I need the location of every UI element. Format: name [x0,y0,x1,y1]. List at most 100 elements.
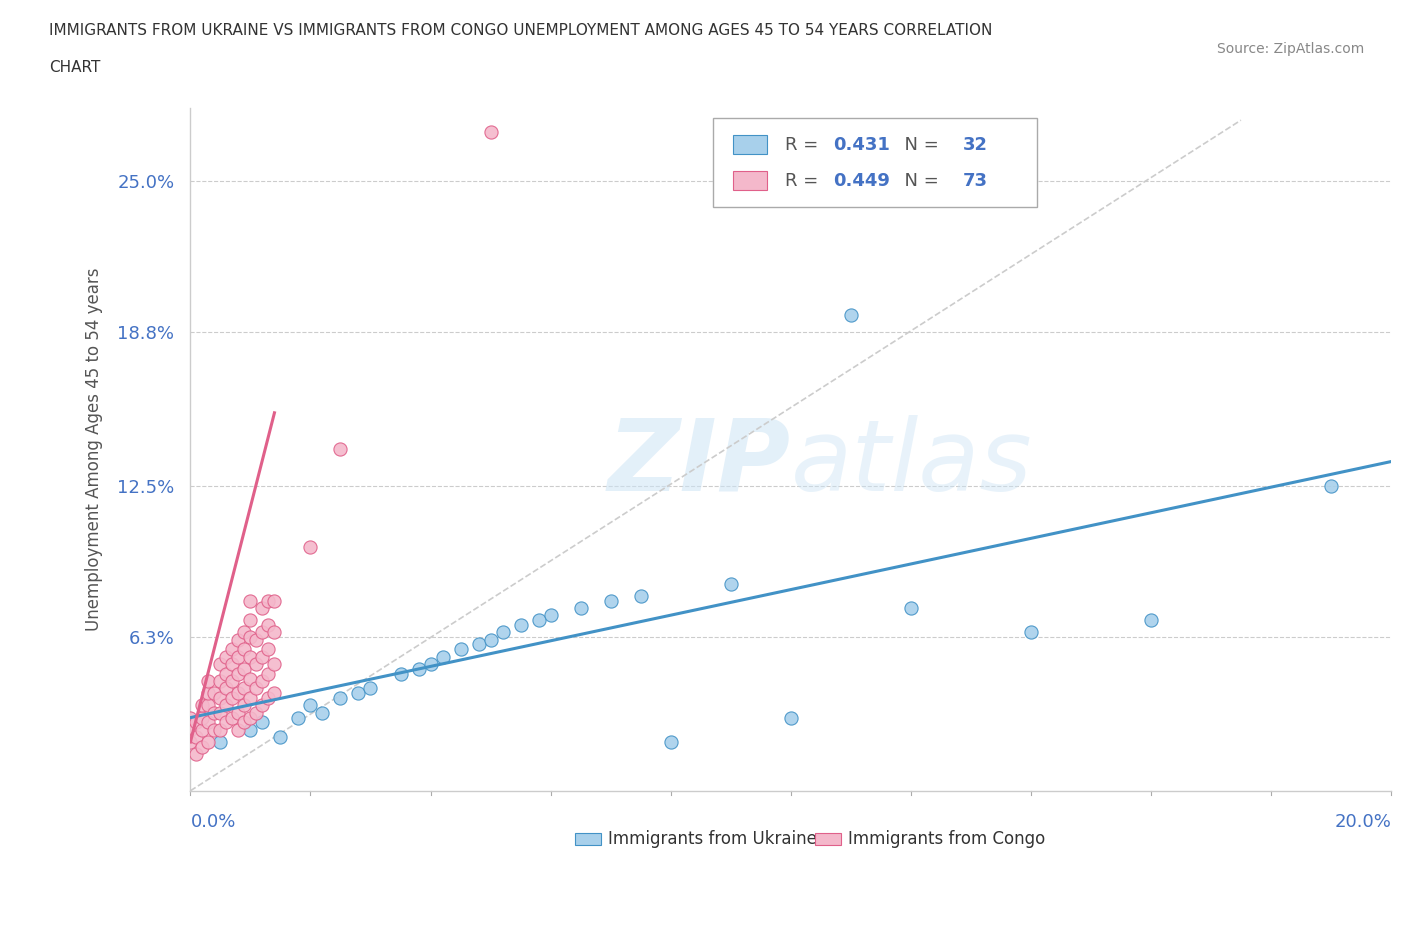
Point [252,601,274,616]
Point [204,705,226,720]
Point [239,649,262,664]
Point [329,691,352,706]
Point [197,698,219,713]
Point [252,698,274,713]
Point [329,442,352,457]
Text: N =: N = [893,136,945,153]
Point [239,613,262,628]
Point [233,642,256,657]
Text: R =: R = [785,172,824,190]
Text: 0.449: 0.449 [832,172,890,190]
Text: Source: ZipAtlas.com: Source: ZipAtlas.com [1216,42,1364,56]
Point [839,308,862,323]
Point [209,705,232,720]
Point [239,711,262,725]
Point [1320,479,1343,494]
Point [245,632,267,647]
Point [186,730,208,745]
Point [245,705,267,720]
Point [263,685,285,700]
Text: CHART: CHART [49,60,101,75]
Point [221,657,243,671]
Point [204,685,226,700]
Text: 0.0%: 0.0% [190,813,236,830]
Point [228,705,250,720]
FancyBboxPatch shape [575,833,600,845]
Point [257,593,280,608]
Point [599,593,621,608]
FancyBboxPatch shape [733,171,766,191]
Point [245,657,267,671]
Point [720,576,742,591]
Point [215,666,238,681]
Point [228,723,250,737]
FancyBboxPatch shape [733,135,766,154]
Point [233,715,256,730]
Point [228,685,250,700]
Point [228,632,250,647]
Point [209,735,232,750]
Text: 0.431: 0.431 [832,136,890,153]
Point [540,608,562,623]
Point [179,723,201,737]
Point [209,723,232,737]
Point [311,705,333,720]
Text: Immigrants from Ukraine: Immigrants from Ukraine [609,830,817,847]
Text: atlas: atlas [790,415,1032,512]
Point [233,625,256,640]
Point [191,723,214,737]
Point [179,735,201,750]
Point [197,715,219,730]
Point [389,666,412,681]
Point [263,657,285,671]
Point [630,589,652,604]
Text: ZIP: ZIP [607,415,790,512]
Point [215,681,238,696]
Point [204,723,226,737]
Point [209,673,232,688]
Point [233,661,256,676]
Point [239,630,262,644]
Point [197,735,219,750]
Point [221,691,243,706]
Point [191,711,214,725]
Point [215,715,238,730]
Point [257,618,280,632]
Text: R =: R = [785,136,824,153]
Point [287,711,309,725]
Point [239,723,262,737]
Point [432,649,454,664]
Point [221,642,243,657]
FancyBboxPatch shape [814,833,841,845]
Point [263,625,285,640]
Text: 32: 32 [962,136,987,153]
Text: IMMIGRANTS FROM UKRAINE VS IMMIGRANTS FROM CONGO UNEMPLOYMENT AMONG AGES 45 TO 5: IMMIGRANTS FROM UKRAINE VS IMMIGRANTS FR… [49,23,993,38]
Point [779,711,801,725]
Text: 20.0%: 20.0% [1334,813,1391,830]
Point [527,613,550,628]
Point [215,698,238,713]
Point [299,539,322,554]
FancyBboxPatch shape [713,118,1036,207]
Point [209,657,232,671]
Point [186,715,208,730]
Point [239,593,262,608]
Point [191,739,214,754]
Point [659,735,682,750]
Text: 73: 73 [962,172,987,190]
Text: Immigrants from Congo: Immigrants from Congo [848,830,1046,847]
Point [408,661,430,676]
Point [197,685,219,700]
Point [239,691,262,706]
Point [186,747,208,762]
Point [479,632,502,647]
Point [299,698,322,713]
Y-axis label: Unemployment Among Ages 45 to 54 years: Unemployment Among Ages 45 to 54 years [86,268,103,631]
Point [419,657,441,671]
Point [467,637,489,652]
Text: N =: N = [893,172,945,190]
Point [252,715,274,730]
Point [360,681,382,696]
Point [479,125,502,140]
Point [252,673,274,688]
